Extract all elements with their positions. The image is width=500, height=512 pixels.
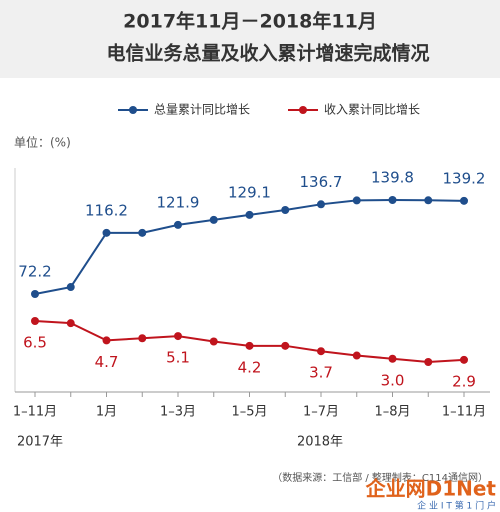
data-point bbox=[245, 341, 254, 350]
data-point bbox=[281, 341, 290, 350]
data-label: 2.9 bbox=[452, 372, 476, 390]
data-label: 139.8 bbox=[371, 169, 414, 187]
watermark-sub: 企 业 I T 第 1 门 户 bbox=[417, 500, 496, 512]
data-point bbox=[388, 196, 397, 204]
data-label: 4.2 bbox=[238, 358, 262, 376]
data-point bbox=[424, 358, 433, 366]
data-point bbox=[174, 220, 182, 229]
data-label: 121.9 bbox=[157, 193, 200, 211]
data-point bbox=[66, 319, 75, 328]
legend-label: 收入累计同比增长 bbox=[324, 103, 420, 117]
data-point bbox=[388, 354, 397, 363]
data-point bbox=[138, 334, 147, 343]
data-point bbox=[352, 196, 361, 205]
data-point bbox=[317, 200, 325, 209]
data-label: 3.7 bbox=[309, 364, 333, 382]
legend-label: 总量累计同比增长 bbox=[154, 103, 250, 117]
x-tick-label: 1–7月 bbox=[303, 405, 339, 420]
unit-label: 单位：(%) bbox=[14, 135, 71, 150]
year-label: 2018年 bbox=[297, 435, 343, 450]
x-tick-label: 1–8月 bbox=[374, 405, 410, 420]
data-label: 6.5 bbox=[23, 334, 47, 352]
data-point bbox=[66, 283, 75, 292]
x-tick-label: 1–11月 bbox=[442, 405, 486, 420]
data-point bbox=[209, 337, 218, 346]
data-label: 139.2 bbox=[443, 169, 486, 187]
data-point bbox=[31, 317, 39, 325]
chart-title: 2017年11月－2018年11月 bbox=[123, 10, 377, 33]
data-point bbox=[245, 210, 254, 219]
data-point bbox=[424, 196, 433, 205]
chart-subtitle: 电信业务总量及收入累计增速完成情况 bbox=[106, 42, 429, 65]
data-point bbox=[460, 355, 468, 364]
watermark: 企业网D1Net bbox=[365, 477, 497, 501]
title-band bbox=[0, 0, 500, 78]
data-point bbox=[102, 336, 111, 345]
data-label: 116.2 bbox=[85, 201, 128, 219]
data-point bbox=[281, 206, 290, 215]
year-label: 2017年 bbox=[17, 435, 63, 450]
data-label: 129.1 bbox=[228, 183, 271, 201]
data-label: 4.7 bbox=[95, 353, 119, 371]
x-tick-label: 1–3月 bbox=[160, 405, 196, 420]
data-point bbox=[317, 347, 325, 356]
data-point bbox=[352, 351, 361, 360]
data-point bbox=[138, 228, 147, 237]
data-label: 136.7 bbox=[300, 173, 343, 191]
data-point bbox=[102, 228, 111, 237]
x-tick-label: 1–11月 bbox=[13, 405, 57, 420]
data-point bbox=[460, 196, 468, 205]
data-label: 3.0 bbox=[381, 371, 405, 389]
source-note: （数据来源：工信部 / 整理制表：C114通信网） bbox=[272, 471, 488, 484]
legend-marker bbox=[129, 106, 137, 114]
x-tick-label: 1月 bbox=[96, 405, 117, 420]
legend-marker bbox=[299, 106, 307, 114]
data-label: 5.1 bbox=[166, 349, 190, 367]
data-point bbox=[31, 290, 39, 298]
data-label: 72.2 bbox=[18, 263, 51, 281]
data-point bbox=[174, 332, 182, 341]
data-point bbox=[209, 215, 218, 224]
x-tick-label: 1–5月 bbox=[231, 405, 267, 420]
